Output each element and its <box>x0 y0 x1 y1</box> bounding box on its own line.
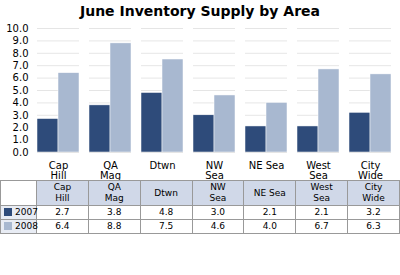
html-text:7.5: 7.5 <box>158 221 174 231</box>
html-text:6.7: 6.7 <box>314 221 329 231</box>
svg-text:5.0: 5.0 <box>13 85 29 96</box>
html-text:Cap Hill: Cap Hill <box>53 182 72 203</box>
html-text:City Wide: City Wide <box>362 182 385 203</box>
svg-text:8.0: 8.0 <box>13 48 29 59</box>
svg-text:3.0: 3.0 <box>13 110 29 121</box>
html-text:3.8: 3.8 <box>107 207 122 217</box>
svg-text:4.0: 4.0 <box>13 97 29 108</box>
html-text:3.2: 3.2 <box>366 207 381 217</box>
svg-text:1.0: 1.0 <box>13 134 29 145</box>
svg-text:NWSea: NWSea <box>205 160 224 180</box>
html-text:West Sea: West Sea <box>310 182 333 203</box>
html-text:4.0: 4.0 <box>262 221 277 231</box>
svg-text:QAMag: QAMag <box>100 160 121 180</box>
html-text:8.8: 8.8 <box>107 221 122 231</box>
svg-text:10.0: 10.0 <box>6 23 28 34</box>
html-text:4.8: 4.8 <box>158 207 174 217</box>
html-text:2.7: 2.7 <box>55 207 70 217</box>
svg-text:9.0: 9.0 <box>13 35 29 46</box>
html-text:3.0: 3.0 <box>210 207 226 217</box>
html-text:6.4: 6.4 <box>55 221 70 231</box>
svg-text:6.0: 6.0 <box>13 72 29 83</box>
html-text:NE Sea: NE Sea <box>253 187 286 198</box>
svg-text:2.0: 2.0 <box>13 122 29 133</box>
html-text:2007: 2007 <box>15 207 38 217</box>
html-text:2008: 2008 <box>15 221 38 231</box>
html-text:4.6: 4.6 <box>210 221 226 231</box>
html-text:6.3: 6.3 <box>366 221 381 231</box>
svg-text:7.0: 7.0 <box>13 60 29 71</box>
html-text:QA Mag: QA Mag <box>104 182 124 203</box>
html-text:2.1: 2.1 <box>262 207 277 217</box>
html-text:2.1: 2.1 <box>314 207 329 217</box>
html-text:NW Sea: NW Sea <box>209 182 227 203</box>
svg-text:Dtwn: Dtwn <box>149 160 175 171</box>
html-text:June Inventory Supply by Area: June Inventory Supply by Area <box>80 3 320 19</box>
svg-text:CapHill: CapHill <box>49 160 68 180</box>
html-text:Dtwn: Dtwn <box>154 187 178 198</box>
svg-text:NE Sea: NE Sea <box>249 160 285 171</box>
svg-text:CityWide: CityWide <box>358 160 383 180</box>
svg-text:WestSea: WestSea <box>306 160 331 180</box>
svg-text:0.0: 0.0 <box>13 147 29 158</box>
